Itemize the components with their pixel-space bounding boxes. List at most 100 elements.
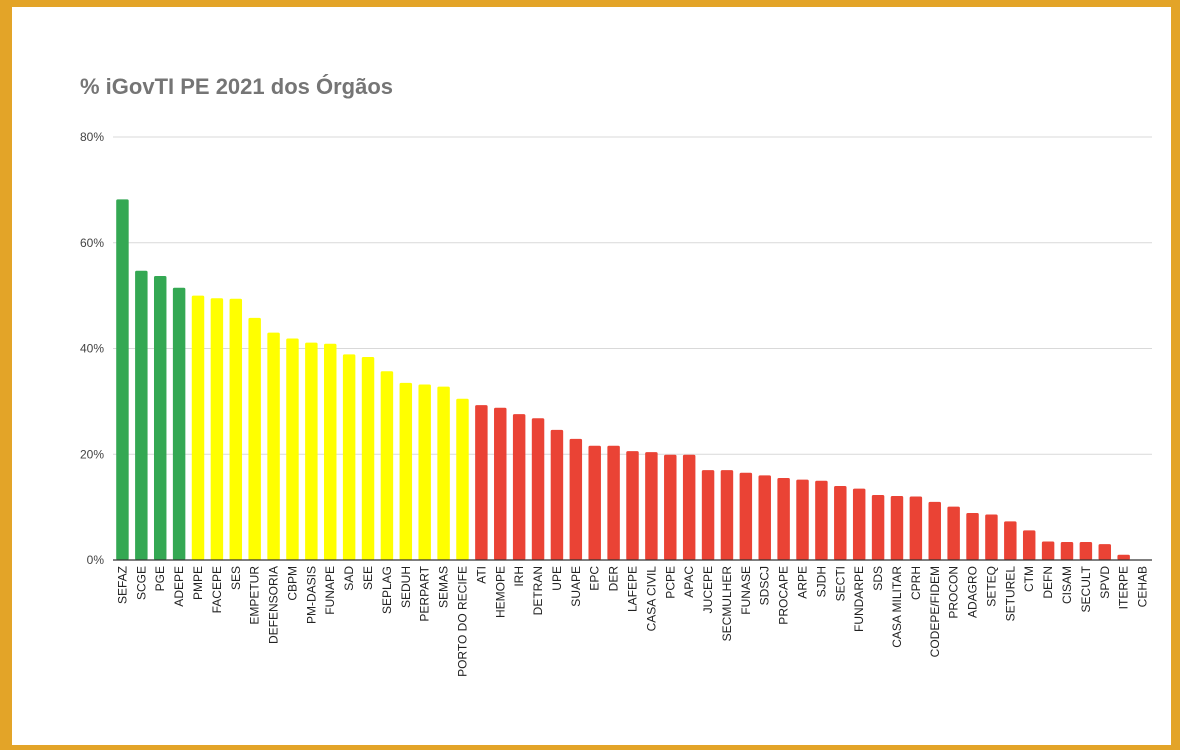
y-axis-ticks: 0% 20% 40% 60% 80% <box>80 130 104 567</box>
x-tick-label: ATI <box>474 566 488 584</box>
bar-suape <box>569 438 583 560</box>
x-tick-label: ARPE <box>796 566 810 599</box>
x-tick-label: PGE <box>153 566 167 591</box>
x-tick-label: SJDH <box>814 566 828 597</box>
bar-porto-do-recife <box>456 398 469 560</box>
x-tick-label: CBPM <box>285 566 299 601</box>
bar-iterpe <box>1117 554 1130 560</box>
x-tick-label: PROCAPE <box>777 566 791 625</box>
y-tick-label: 80% <box>80 130 104 144</box>
x-tick-label: HEMOPE <box>493 566 507 618</box>
bar-fundarpe <box>852 488 866 560</box>
bar-arpe <box>796 479 809 560</box>
x-tick-label: DETRAN <box>531 566 545 615</box>
bar-facepe <box>210 298 224 560</box>
x-tick-label: CODEPE/FIDEM <box>928 566 942 657</box>
x-tick-label: PCPE <box>663 566 677 599</box>
x-tick-label: FUNDARPE <box>852 566 866 632</box>
bar-seduh <box>399 382 413 560</box>
x-tick-label: ADEPE <box>172 566 186 607</box>
bar-sds <box>871 494 885 560</box>
bar-codepe-fidem <box>928 501 941 560</box>
x-tick-label: CASA MILITAR <box>890 566 904 648</box>
bar-cprh <box>909 496 923 560</box>
bar-procon <box>947 506 960 560</box>
x-tick-label: SECTI <box>833 566 847 601</box>
x-tick-label: PERPART <box>418 565 432 621</box>
x-tick-label: SECULT <box>1079 565 1093 612</box>
x-tick-label: SEPLAG <box>380 566 394 614</box>
y-tick-label: 0% <box>87 553 105 567</box>
x-tick-label: PMPE <box>191 566 205 600</box>
bar-funase <box>739 472 753 560</box>
x-tick-label: SEMAS <box>437 566 451 608</box>
x-tick-label: EPC <box>588 566 602 591</box>
x-tick-label: SEFAZ <box>115 566 129 604</box>
x-tick-label: FUNAPE <box>323 566 337 615</box>
x-tick-label: SETEQ <box>984 566 998 607</box>
x-tick-label: FACEPE <box>210 566 224 613</box>
y-tick-label: 60% <box>80 236 104 250</box>
bar-casa-militar <box>890 496 904 560</box>
bar-secti <box>834 485 847 560</box>
bar-see <box>361 356 375 560</box>
x-tick-label: SEDUH <box>399 566 413 608</box>
x-tick-label: PORTO DO RECIFE <box>455 566 469 677</box>
bar-sjdh <box>815 480 828 560</box>
x-tick-label: SECMULHER <box>720 566 734 642</box>
x-tick-label: SDSCJ <box>758 566 772 605</box>
bar-sefaz <box>116 199 129 560</box>
bar-irh <box>512 414 526 560</box>
x-tick-label: IRH <box>512 566 526 587</box>
bar-pcpe <box>664 454 677 560</box>
x-tick-label: SCGE <box>134 566 148 600</box>
y-tick-label: 20% <box>80 447 104 461</box>
bar-pmpe <box>191 295 205 560</box>
x-tick-label: SPVD <box>1098 566 1112 599</box>
bar-ses <box>229 298 243 560</box>
bar-der <box>607 445 620 560</box>
bar-seplag <box>380 371 394 560</box>
bar-defn <box>1041 541 1055 560</box>
x-tick-label: CTM <box>1022 566 1036 592</box>
x-tick-label: DEFN <box>1041 566 1055 599</box>
bar-funape <box>324 343 337 560</box>
x-tick-label: CISAM <box>1060 566 1074 604</box>
bar-spvd <box>1098 544 1112 560</box>
bar-ati <box>475 405 488 560</box>
x-tick-label: UPE <box>550 566 564 591</box>
x-tick-label: SES <box>229 566 243 590</box>
bar-adagro <box>966 512 979 560</box>
bar-cisam <box>1060 542 1074 560</box>
x-tick-label: DEFENSORIA <box>267 566 281 644</box>
x-tick-label: SETUREL <box>1003 566 1017 622</box>
bar-defensoria <box>267 332 280 560</box>
x-tick-label: FUNASE <box>739 566 753 615</box>
x-tick-label: SDS <box>871 566 885 591</box>
bar-lafepe <box>626 451 639 560</box>
bar-detran <box>531 418 545 560</box>
bar-secmulher <box>720 470 734 560</box>
x-tick-label: SEE <box>361 566 375 590</box>
x-tick-label: SAD <box>342 566 356 591</box>
x-tick-label: CPRH <box>909 566 923 600</box>
y-tick-label: 40% <box>80 342 104 356</box>
x-tick-label: ADAGRO <box>966 566 980 618</box>
x-tick-label: CASA CIVIL <box>644 566 658 632</box>
bar-scge <box>135 270 148 560</box>
bar-semas <box>437 386 450 560</box>
bar-sdscj <box>758 475 771 560</box>
bar-seturel <box>1004 521 1017 560</box>
bar-perpart <box>418 384 431 560</box>
bar-adepe <box>172 287 186 560</box>
bar-jucepe <box>701 470 715 560</box>
bar-empetur <box>248 317 261 560</box>
bar-secult <box>1079 542 1093 560</box>
x-tick-label: CEHAB <box>1136 566 1150 607</box>
x-tick-label: SUAPE <box>569 566 583 607</box>
bar-casa-civil <box>645 452 658 560</box>
x-tick-label: DER <box>607 566 621 592</box>
x-tick-label: JUCEPE <box>701 566 715 613</box>
bar-upe <box>550 429 564 560</box>
